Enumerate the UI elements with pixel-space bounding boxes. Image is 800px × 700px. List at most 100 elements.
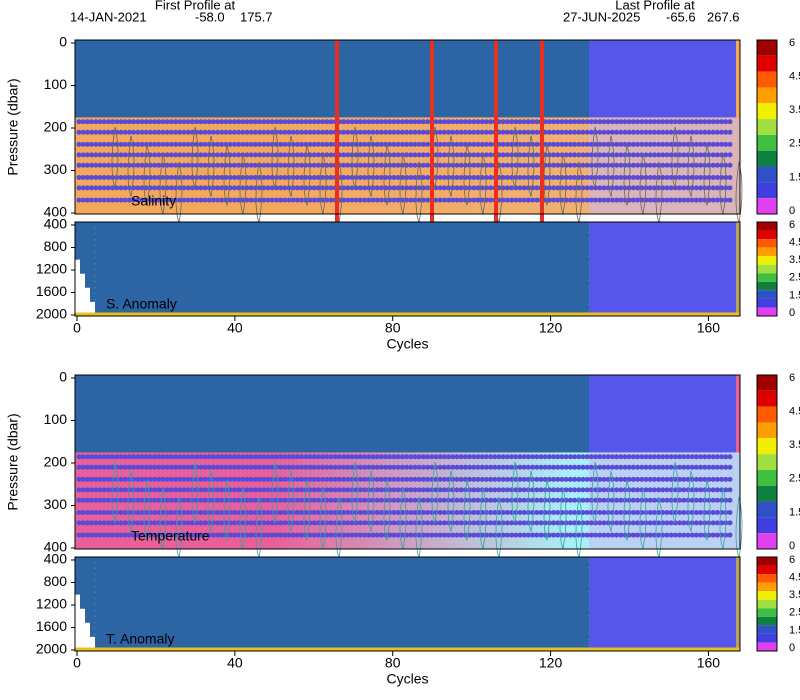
panel-label: T. Anomaly bbox=[106, 631, 174, 647]
contour bbox=[351, 461, 359, 524]
contour bbox=[111, 461, 119, 524]
colorbar-cell bbox=[757, 616, 777, 626]
contour bbox=[223, 479, 231, 541]
y-tick-label: 200 bbox=[44, 119, 68, 135]
colorbar-cell bbox=[757, 469, 777, 486]
colorbar-cell bbox=[757, 501, 777, 518]
panel-label: Temperature bbox=[131, 528, 210, 544]
frame bbox=[74, 39, 741, 215]
colorbar-cell bbox=[757, 608, 777, 617]
y-tick-label: 400 bbox=[44, 539, 68, 555]
contour bbox=[207, 470, 215, 532]
contour bbox=[447, 470, 455, 532]
y-tick-label: 1200 bbox=[36, 261, 67, 277]
colorbar-cell bbox=[757, 87, 777, 104]
red-profile bbox=[430, 40, 434, 226]
colorbar-label: 4.5 bbox=[789, 406, 800, 418]
colorbar-label: 0 bbox=[789, 205, 795, 217]
contour bbox=[191, 126, 199, 189]
colorbar-label: 1.5 bbox=[789, 506, 800, 518]
colorbar-cell bbox=[757, 298, 777, 308]
colorbar-cell bbox=[757, 290, 777, 299]
colorbar-label: 4.5 bbox=[789, 71, 800, 83]
colorbar-label: 6 bbox=[789, 37, 795, 49]
contour bbox=[687, 135, 695, 197]
colorbar-label: 0 bbox=[789, 540, 795, 552]
x-tick-label: 40 bbox=[227, 655, 243, 671]
y-tick-label: 100 bbox=[44, 76, 68, 92]
contour bbox=[287, 470, 295, 532]
colorbar-cell bbox=[757, 438, 777, 455]
colorbar-cell bbox=[757, 599, 777, 609]
last-date: 27-JUN-2025 bbox=[563, 9, 640, 24]
y-tick-label: 800 bbox=[44, 573, 68, 589]
contour bbox=[607, 135, 615, 197]
colorbar-cell bbox=[757, 166, 777, 183]
contour bbox=[207, 135, 215, 197]
colorbar-cell bbox=[757, 633, 777, 643]
x-tick-label: 160 bbox=[697, 655, 721, 671]
x-tick-label: 40 bbox=[227, 320, 243, 336]
contour bbox=[671, 126, 679, 189]
y-tick-label: 1600 bbox=[36, 618, 67, 634]
field-left bbox=[75, 222, 589, 316]
contour bbox=[703, 479, 711, 541]
colorbar-cell bbox=[757, 557, 777, 566]
panel-label: S. Anomaly bbox=[106, 296, 177, 312]
colorbar-frame bbox=[756, 221, 778, 317]
field-left bbox=[75, 557, 589, 651]
contour bbox=[383, 479, 391, 541]
y-tick-label: 0 bbox=[59, 34, 67, 50]
colorbar-cell bbox=[757, 182, 777, 199]
colorbar-label: 3.5 bbox=[789, 254, 800, 266]
contour bbox=[543, 479, 551, 541]
x-tick-label: 0 bbox=[73, 655, 81, 671]
field-right bbox=[589, 222, 736, 316]
contour bbox=[703, 144, 711, 206]
red-profile bbox=[540, 40, 544, 226]
colorbar-frame bbox=[756, 556, 778, 652]
x-tick-label: 160 bbox=[697, 320, 721, 336]
colorbar-label: 1.5 bbox=[789, 289, 800, 301]
contour bbox=[271, 461, 279, 524]
colorbar-cell bbox=[757, 55, 777, 72]
contour bbox=[623, 479, 631, 541]
colorbar-cell bbox=[757, 485, 777, 502]
edge bbox=[736, 222, 740, 316]
edge bbox=[736, 557, 740, 651]
colorbar-cell bbox=[757, 422, 777, 439]
colorbar-label: 6 bbox=[789, 372, 795, 384]
contour bbox=[511, 461, 519, 524]
contour bbox=[527, 470, 535, 532]
colorbar-frame bbox=[756, 39, 778, 215]
colorbar-label: 4.5 bbox=[789, 572, 800, 584]
y-tick-label: 300 bbox=[44, 161, 68, 177]
y-tick-label: 1600 bbox=[36, 283, 67, 299]
last-lon: 267.6 bbox=[707, 9, 740, 24]
colorbar-cell bbox=[757, 517, 777, 534]
colorbar-cell bbox=[757, 150, 777, 167]
colorbar-cell bbox=[757, 239, 777, 248]
x-tick-label: 80 bbox=[385, 655, 401, 671]
contour bbox=[431, 461, 439, 524]
colorbar-cell bbox=[757, 134, 777, 151]
colorbar-label: 0 bbox=[789, 307, 795, 319]
panel-label: Salinity bbox=[131, 193, 176, 209]
colorbar-cell bbox=[757, 591, 777, 600]
field-right bbox=[589, 557, 736, 651]
colorbar-label: 2.5 bbox=[789, 473, 800, 485]
contour bbox=[143, 144, 151, 206]
colorbar-label: 0 bbox=[789, 642, 795, 654]
colorbar-cell bbox=[757, 574, 777, 583]
contour bbox=[191, 461, 199, 524]
colorbar-label: 3.5 bbox=[789, 439, 800, 451]
contour bbox=[607, 470, 615, 532]
colorbar-cell bbox=[757, 256, 777, 265]
colorbar-cell bbox=[757, 625, 777, 634]
y-tick-label: 800 bbox=[44, 238, 68, 254]
y-axis-title: Pressure (dbar) bbox=[5, 78, 21, 175]
first-lat: -58.0 bbox=[195, 9, 225, 24]
x-tick-label: 120 bbox=[539, 655, 563, 671]
contour bbox=[303, 144, 311, 206]
